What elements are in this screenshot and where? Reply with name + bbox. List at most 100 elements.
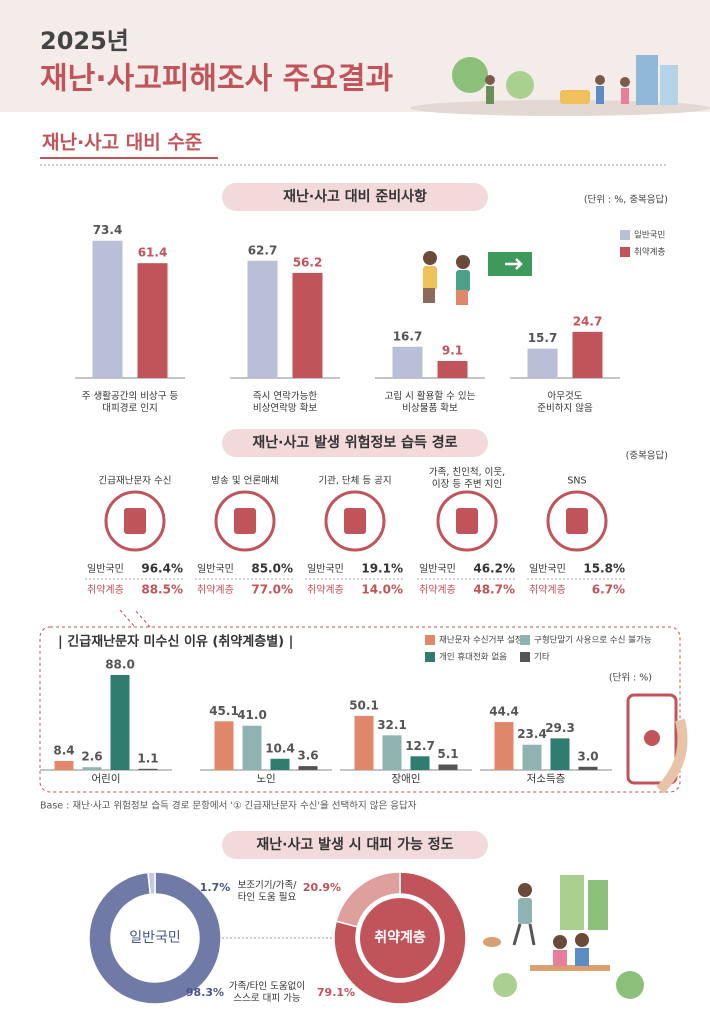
- series-name: 취약계층: [307, 584, 344, 596]
- park-illustration: [483, 875, 644, 999]
- bar: [550, 738, 570, 770]
- category-label: 보조기기/가족/타인 도움 필요: [238, 880, 298, 903]
- evacuation-illustration: [423, 251, 532, 305]
- phone-illustration: [626, 693, 688, 794]
- header-title: 재난·사고피해조사 주요결과: [40, 62, 393, 97]
- series-name: 취약계층: [197, 584, 234, 596]
- series-name: 일반국민: [529, 563, 566, 575]
- value-label: 50.1: [349, 698, 379, 712]
- section-title: 재난·사고 대비 수준: [42, 132, 202, 154]
- legend-swatch: [620, 230, 630, 240]
- value-label: 88.0: [105, 657, 135, 671]
- bar: [437, 360, 468, 378]
- legend-label: 구형단말기 사용으로 수신 불가능: [534, 635, 652, 646]
- chart-title: 재난·사고 대비 준비사항: [283, 188, 427, 205]
- icon: [456, 508, 478, 534]
- value-label: 79.1%: [317, 986, 355, 999]
- value-label: 61.4: [138, 246, 168, 260]
- legend-swatch: [425, 652, 435, 662]
- bar: [382, 735, 402, 770]
- x-tick-label: 고립 시 활용할 수 있는 비상물품 확보: [385, 390, 476, 414]
- value-label: 1.1: [137, 751, 158, 765]
- pie-slice: [333, 871, 467, 1005]
- bar: [247, 260, 278, 378]
- legend-label: 취약계층: [634, 247, 665, 258]
- series-name: 일반국민: [87, 563, 124, 575]
- bar: [54, 760, 74, 770]
- value-label: 3.0: [577, 749, 598, 763]
- x-tick-label: 어린이: [92, 773, 121, 785]
- category-label: 긴급재난문자 수신: [99, 476, 172, 487]
- legend-label: 일반국민: [634, 230, 665, 241]
- value-label: 98.3%: [186, 986, 224, 999]
- value-label: 88.5%: [141, 583, 183, 597]
- value-label: 62.7: [248, 243, 278, 257]
- value-label: 48.7%: [473, 583, 515, 597]
- bar: [298, 766, 318, 770]
- category-label: SNS: [567, 476, 586, 487]
- value-label: 32.1: [377, 718, 407, 732]
- unit-note: (중복응답): [626, 450, 668, 462]
- x-tick-label: 즉시 연락가능한 비상연락망 확보: [253, 390, 317, 414]
- bar: [527, 348, 558, 378]
- icon: [344, 508, 366, 534]
- category-label: 방송 및 언론매체: [211, 475, 278, 487]
- value-label: 15.8%: [583, 562, 625, 576]
- header-band: [0, 0, 710, 112]
- pie-slice: [147, 871, 156, 896]
- legend-label: 기타: [534, 653, 550, 663]
- bar: [522, 744, 542, 770]
- value-label: 73.4: [93, 223, 123, 237]
- value-label: 41.0: [237, 708, 267, 722]
- value-label: 2.6: [81, 750, 102, 764]
- value-label: 45.1: [209, 704, 239, 718]
- legend-swatch: [425, 635, 435, 645]
- section-pill: [222, 183, 488, 211]
- unit-note: (단위 : %): [609, 672, 652, 684]
- value-label: 3.6: [297, 749, 318, 763]
- value-label: 29.3: [545, 721, 575, 735]
- bar: [82, 767, 102, 770]
- bar: [410, 756, 430, 770]
- pie-center-label: 취약계층: [374, 929, 426, 946]
- value-label: 96.4%: [141, 562, 183, 576]
- value-label: 19.1%: [361, 562, 403, 576]
- pie-slice: [88, 871, 222, 1005]
- header-year: 2025년: [40, 27, 129, 55]
- category-label: 기관, 단체 등 공지: [318, 476, 391, 487]
- bar: [138, 768, 158, 770]
- callout-pointer: [119, 609, 151, 628]
- reason-box: [39, 626, 681, 793]
- bar: [110, 674, 130, 770]
- bar: [578, 766, 598, 770]
- legend-swatch: [520, 635, 530, 645]
- icon: [234, 508, 256, 534]
- series-name: 일반국민: [419, 563, 456, 575]
- series-name: 취약계층: [419, 584, 456, 596]
- bar: [92, 240, 123, 378]
- value-label: 85.0%: [251, 562, 293, 576]
- value-label: 10.4: [265, 741, 295, 755]
- legend-swatch: [620, 247, 630, 257]
- pie-center-label: 일반국민: [129, 930, 181, 946]
- bar: [137, 263, 168, 378]
- bar: [214, 721, 234, 770]
- bar: [438, 764, 458, 770]
- series-name: 일반국민: [307, 563, 344, 575]
- value-label: 56.2: [293, 255, 323, 269]
- series-name: 일반국민: [197, 563, 234, 575]
- value-label: 23.4: [517, 727, 547, 741]
- chart-title: 재난·사고 발생 위험정보 습득 경로: [252, 434, 457, 451]
- category-label: 가족, 친인척, 이웃, 이장 등 주변 지인: [429, 467, 505, 490]
- bar: [494, 722, 514, 770]
- bar: [292, 272, 323, 378]
- x-tick-label: 장애인: [392, 773, 421, 785]
- x-tick-label: 주 생활공간의 비상구 등 대피경로 인지: [82, 390, 179, 414]
- value-label: 20.9%: [303, 881, 341, 894]
- value-label: 1.7%: [200, 881, 231, 894]
- value-label: 44.4: [489, 705, 519, 719]
- value-label: 8.4: [53, 743, 74, 757]
- value-label: 9.1: [442, 343, 463, 357]
